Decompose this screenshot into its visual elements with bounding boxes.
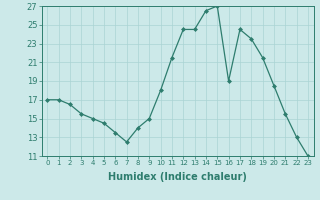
X-axis label: Humidex (Indice chaleur): Humidex (Indice chaleur) (108, 172, 247, 182)
